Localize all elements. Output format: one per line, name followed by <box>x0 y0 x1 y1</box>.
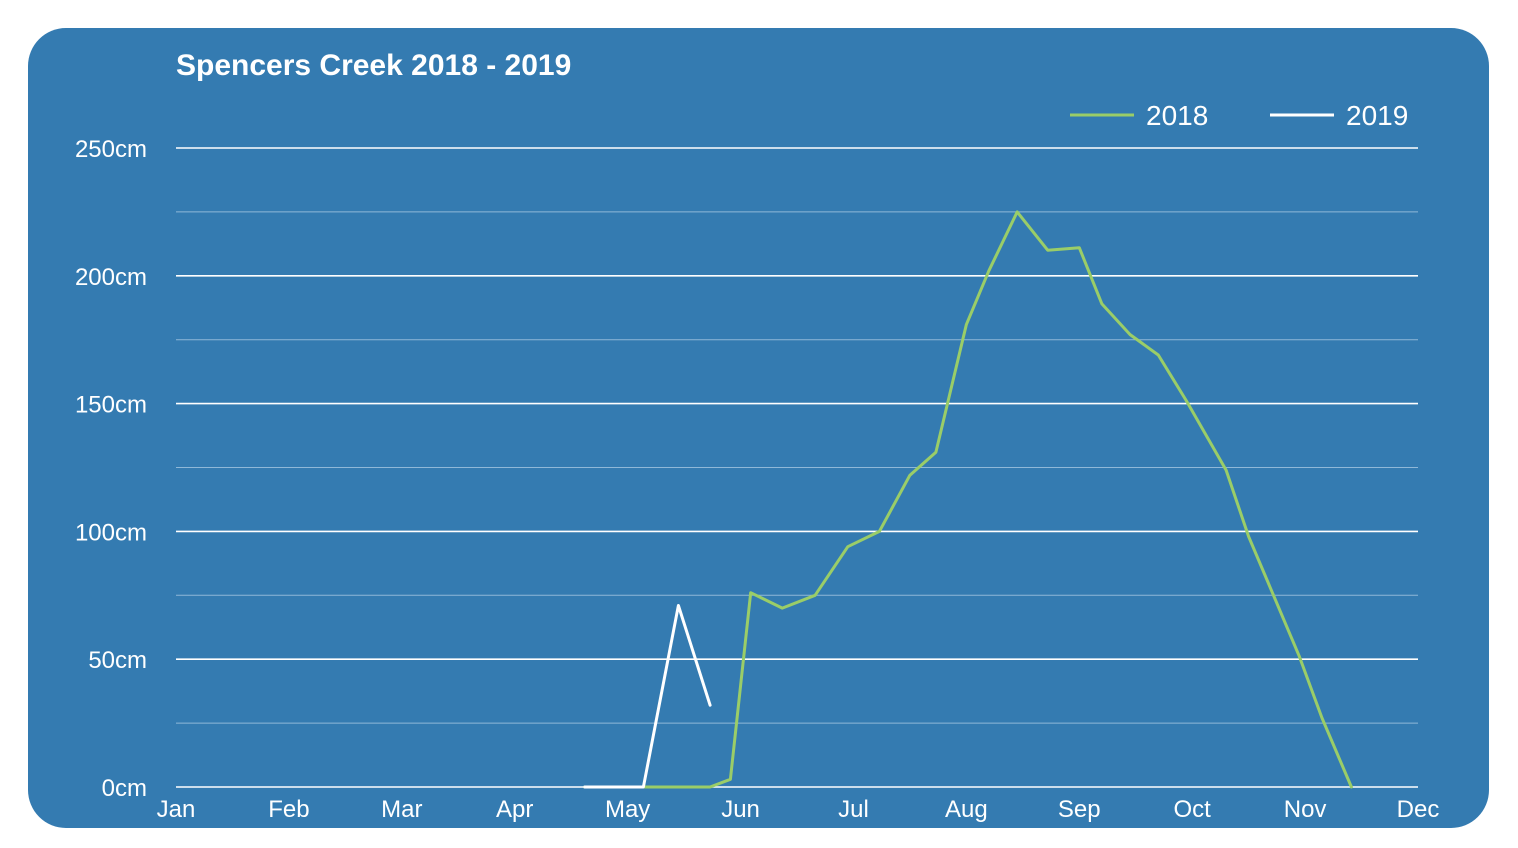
y-tick-label: 50cm <box>88 647 147 674</box>
y-tick-label: 0cm <box>102 775 147 802</box>
x-tick-label: Feb <box>268 796 309 823</box>
chart-title: Spencers Creek 2018 - 2019 <box>176 49 571 82</box>
line-chart: Spencers Creek 2018 - 2019 0cm 50cm 100cm 1… <box>28 28 1489 828</box>
y-tick-label: 250cm <box>75 136 147 163</box>
x-axis-ticks: Jan Feb Mar Apr May Jun Jul Aug Sep Oct Nov Dec <box>157 796 1440 823</box>
y-tick-label: 200cm <box>75 264 147 291</box>
x-tick-label: Jul <box>838 796 869 823</box>
series-line-2019 <box>583 604 712 789</box>
x-tick-label: Jan <box>157 796 196 823</box>
x-tick-label: Dec <box>1397 796 1440 823</box>
y-axis-ticks: 0cm 50cm 100cm 150cm 200cm 250cm <box>75 136 147 802</box>
chart-background <box>28 28 1489 828</box>
x-tick-label: Oct <box>1174 796 1212 823</box>
series-lines <box>583 210 1353 789</box>
y-tick-label: 150cm <box>75 392 147 419</box>
gridlines <box>176 147 1418 788</box>
x-tick-label: Mar <box>381 796 422 823</box>
x-tick-label: Nov <box>1284 796 1327 823</box>
legend-label-2019: 2019 <box>1346 100 1408 131</box>
x-tick-label: Apr <box>496 796 533 823</box>
chart-card: Spencers Creek 2018 - 2019 0cm 50cm 100cm 1… <box>28 28 1489 828</box>
x-tick-label: Sep <box>1058 796 1101 823</box>
series-line-2018 <box>583 210 1353 789</box>
x-tick-label: Jun <box>721 796 760 823</box>
legend-label-2018: 2018 <box>1146 100 1208 131</box>
legend: 2018 2019 <box>1070 100 1408 131</box>
y-tick-label: 100cm <box>75 519 147 546</box>
x-tick-label: May <box>605 796 650 823</box>
x-tick-label: Aug <box>945 796 988 823</box>
